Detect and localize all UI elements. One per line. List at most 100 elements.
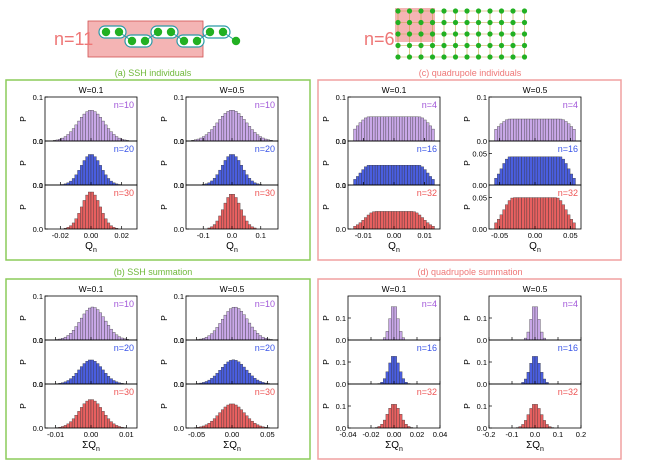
histogram-bar bbox=[204, 337, 208, 341]
histogram-bar bbox=[69, 421, 73, 429]
histogram-bar bbox=[256, 333, 260, 341]
histogram-bar bbox=[117, 336, 121, 341]
y-tick-label: 0.00 bbox=[472, 181, 487, 190]
series-label: n=32 bbox=[417, 387, 437, 397]
histogram-bar bbox=[101, 316, 105, 341]
histogram-bar bbox=[234, 156, 238, 186]
lattice-site bbox=[418, 8, 424, 14]
histogram-bar bbox=[231, 110, 235, 142]
histogram-bar bbox=[518, 197, 522, 230]
lattice-site bbox=[429, 42, 436, 49]
histogram-bar bbox=[559, 156, 563, 186]
y-tick-label: 0.1 bbox=[174, 181, 184, 190]
histogram-bar bbox=[69, 225, 73, 230]
histogram-bar bbox=[250, 180, 254, 186]
histogram-bar bbox=[534, 356, 538, 385]
histogram-bar bbox=[396, 318, 400, 341]
x-tick-label: 0.01 bbox=[417, 231, 432, 240]
y-tick-label: 0.0 bbox=[33, 137, 43, 146]
histogram-bar bbox=[383, 419, 387, 429]
histogram-bar bbox=[112, 380, 116, 385]
y-tick-label: 0.1 bbox=[33, 336, 43, 345]
lattice-site bbox=[498, 42, 505, 49]
lattice-site bbox=[418, 19, 424, 26]
y-axis-label: P bbox=[159, 315, 169, 321]
y-tick-label: 0.00 bbox=[472, 225, 487, 234]
histogram-bar bbox=[393, 404, 397, 429]
histogram-bar bbox=[418, 116, 422, 142]
column-title: W=0.5 bbox=[220, 85, 245, 95]
histogram-bar bbox=[210, 180, 214, 186]
histogram-bar bbox=[115, 136, 119, 142]
histogram-bar bbox=[253, 423, 257, 429]
histogram-bar bbox=[515, 156, 519, 186]
histogram-bar bbox=[561, 119, 565, 142]
histogram-bar bbox=[245, 369, 249, 385]
y-axis-label: P bbox=[159, 160, 169, 166]
x-tick-label: 0.00 bbox=[387, 231, 402, 240]
histogram-row: 0.00.1Pn=10 bbox=[159, 292, 279, 345]
x-axis-label-subscript: n bbox=[537, 247, 541, 254]
histogram-bar bbox=[101, 213, 105, 230]
series-label: n=16 bbox=[558, 343, 578, 353]
histogram-bar bbox=[221, 366, 225, 385]
histogram-bar bbox=[242, 215, 246, 230]
histogram-bar bbox=[98, 117, 102, 142]
y-axis-label: P bbox=[321, 116, 331, 122]
histogram-bar bbox=[107, 222, 111, 230]
histogram-bar bbox=[524, 118, 528, 142]
series-label: n=32 bbox=[558, 387, 578, 397]
histogram-bar bbox=[256, 379, 260, 385]
y-tick-label: 0.1 bbox=[33, 137, 43, 146]
lattice-site bbox=[521, 19, 528, 26]
histogram-bar bbox=[529, 363, 533, 385]
column-title: W=0.1 bbox=[382, 85, 407, 95]
histogram-bar bbox=[74, 326, 78, 341]
histogram-bar bbox=[393, 306, 397, 341]
x-axis-label-subscript: n bbox=[93, 247, 97, 254]
histogram-bar bbox=[248, 224, 252, 230]
quad-size-label: n=6 bbox=[364, 29, 395, 49]
x-axis-label: ΣQn bbox=[385, 440, 403, 453]
series-label: n=10 bbox=[255, 100, 275, 110]
histogram-bar bbox=[223, 160, 227, 186]
histogram-bar bbox=[231, 154, 235, 186]
histogram-bar bbox=[90, 154, 94, 186]
histogram-bar bbox=[229, 308, 233, 341]
y-tick-label: 0.0 bbox=[174, 137, 184, 146]
x-axis-label-subscript: n bbox=[96, 446, 100, 453]
ssh-site bbox=[114, 27, 124, 37]
x-axis-label-subscript: n bbox=[237, 446, 241, 453]
histogram-bar bbox=[507, 200, 511, 230]
series-label: n=32 bbox=[417, 188, 437, 198]
y-axis-label: P bbox=[462, 160, 472, 166]
histogram-column: W=0.10.00.1Pn=100.00.1Pn=200.00.1Pn=30-0… bbox=[18, 85, 138, 254]
histogram-bar bbox=[542, 197, 546, 230]
histogram-bar bbox=[358, 122, 362, 142]
y-axis-label: P bbox=[321, 403, 331, 409]
histogram-bar bbox=[66, 380, 70, 385]
panel-3: W=0.1 0.0 0.1 Pn=4 0.0 0.1 Pn=16 0.0 0.1 Pn=32 -0.… bbox=[321, 284, 586, 453]
histogram-bar bbox=[234, 197, 238, 230]
x-axis-label: ΣQn bbox=[82, 440, 100, 453]
histogram-bar bbox=[80, 165, 84, 186]
histogram-bar bbox=[218, 323, 222, 341]
histogram-bar bbox=[510, 118, 514, 142]
x-tick-label: 0.2 bbox=[576, 430, 586, 439]
histogram-bar bbox=[380, 116, 384, 142]
x-axis-label: ΣQn bbox=[223, 440, 241, 453]
x-tick-label: 0.1 bbox=[553, 430, 563, 439]
histogram-bar bbox=[239, 209, 243, 230]
histogram-bar bbox=[377, 116, 381, 142]
histogram-bar bbox=[223, 406, 227, 429]
histogram-bar bbox=[109, 328, 113, 341]
lattice-site bbox=[441, 42, 447, 49]
ssh-site bbox=[140, 36, 150, 46]
histogram-bar bbox=[366, 116, 370, 142]
histogram-bar bbox=[93, 194, 97, 230]
histogram-bar bbox=[502, 121, 506, 142]
histogram-bar bbox=[388, 362, 392, 385]
histogram-bar bbox=[532, 118, 536, 142]
histogram-bar bbox=[494, 178, 498, 186]
